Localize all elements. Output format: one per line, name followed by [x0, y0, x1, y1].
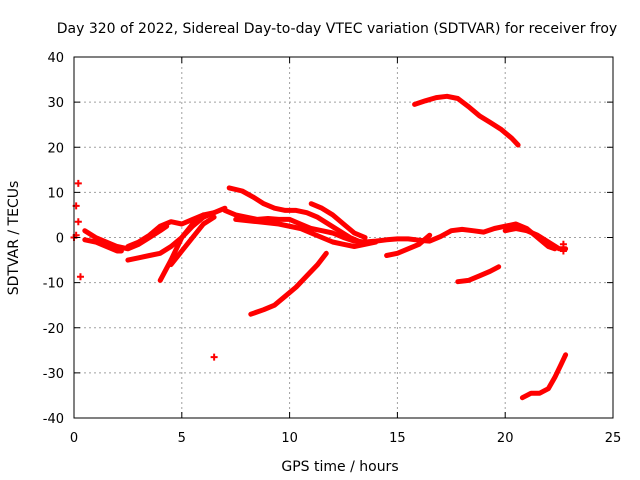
- series-track-upper-right: [308, 201, 368, 240]
- chart-title: Day 320 of 2022, Sidereal Day-to-day VTE…: [57, 21, 617, 37]
- y-tick-label: -40: [43, 412, 64, 427]
- data-layer: [70, 93, 569, 401]
- data-point-marker: [76, 273, 84, 281]
- data-point-marker: [210, 353, 218, 361]
- y-tick-label: -20: [43, 322, 64, 337]
- series-track-mid-upper: [226, 185, 364, 245]
- y-tick-label: 10: [47, 186, 64, 201]
- x-tick-label: 10: [281, 431, 298, 446]
- y-tick-label: -10: [43, 277, 64, 292]
- series-track-early-d: [125, 205, 228, 249]
- series-track-early-f: [168, 214, 217, 268]
- x-tick-label: 20: [497, 431, 514, 446]
- y-tick-label: -30: [43, 367, 64, 382]
- x-tick-label: 0: [70, 431, 78, 446]
- x-axis-label: GPS time / hours: [281, 459, 398, 475]
- x-tick-label: 5: [178, 431, 186, 446]
- y-tick-label: 0: [56, 232, 64, 247]
- series-track-early-b: [82, 237, 124, 254]
- series-track-high-arc: [412, 93, 521, 148]
- y-tick-label: 20: [47, 141, 64, 156]
- series-track-bottom-right: [519, 352, 569, 401]
- data-point-marker: [74, 218, 82, 226]
- series-track-late: [502, 226, 569, 252]
- series-track-early-e: [157, 212, 206, 283]
- series-track-right-small: [384, 232, 433, 258]
- y-tick-label: 40: [47, 51, 64, 66]
- series-track-mid-main: [222, 207, 558, 252]
- x-tick-label: 15: [389, 431, 406, 446]
- series-track-right-lower: [455, 264, 502, 285]
- data-point-marker: [559, 247, 567, 255]
- data-point-marker: [74, 179, 82, 187]
- axis-ticks: 0 5 10 15 20 25 -40 -30 -20 -10 0 10 20 30 40: [43, 51, 622, 446]
- series-track-mid-lower: [233, 216, 379, 249]
- series-track-neg-mid: [248, 250, 329, 317]
- x-tick-label: 25: [605, 431, 622, 446]
- data-point-marker: [559, 240, 567, 248]
- y-tick-label: 30: [47, 96, 64, 111]
- y-axis-label: SDTVAR / TECUs: [6, 181, 22, 296]
